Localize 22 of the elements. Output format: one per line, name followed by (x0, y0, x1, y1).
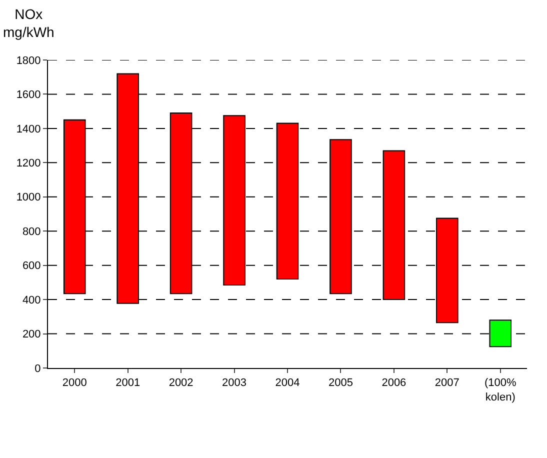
x-tick-label: 2001 (116, 377, 140, 390)
y-tick-label: 600 (22, 260, 41, 272)
y-tick-label: 0 (34, 362, 41, 375)
y-tick-label: 1000 (16, 192, 41, 204)
bar (382, 150, 406, 300)
y-axis-title: NOx mg/kWh (3, 6, 54, 40)
y-tick-label: 1600 (16, 89, 41, 102)
x-tick-label: 2005 (328, 377, 353, 390)
y-tick-label: 1400 (16, 123, 41, 136)
x-tick-label: 2007 (434, 377, 460, 390)
x-tick-label: 2002 (168, 377, 194, 390)
y-tick-label: 1200 (16, 158, 41, 170)
x-tick-label: (100% kolen) (484, 377, 517, 404)
x-tick-label: 2000 (62, 377, 87, 390)
y-tick-label: 1800 (16, 54, 41, 67)
x-tick-label: 2004 (275, 377, 300, 390)
x-tick-label: 2003 (222, 377, 247, 390)
y-tick-label: 200 (22, 328, 41, 341)
x-tick-label: 2006 (382, 377, 406, 390)
y-tick-label: 800 (22, 226, 41, 238)
bar (330, 139, 352, 294)
y-tick-label: 400 (22, 294, 41, 306)
